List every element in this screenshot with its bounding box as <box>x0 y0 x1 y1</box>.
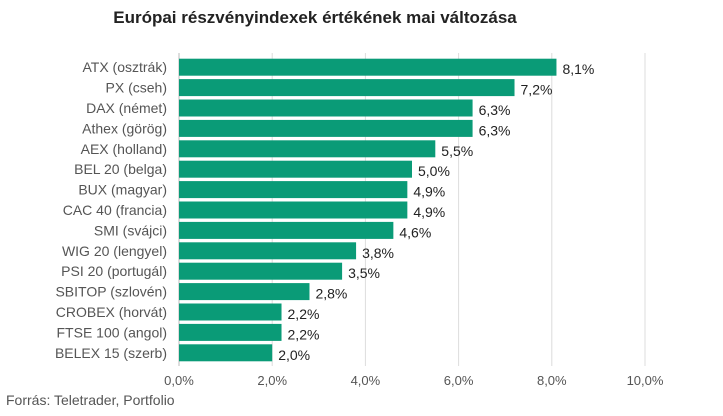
category-label: PSI 20 (portugál) <box>61 263 167 279</box>
category-label: DAX (német) <box>86 100 167 116</box>
bar <box>179 201 408 219</box>
category-label: BUX (magyar) <box>78 182 167 198</box>
category-label: WIG 20 (lengyel) <box>62 243 167 259</box>
value-label: 6,3% <box>479 102 511 118</box>
x-tick-label: 8,0% <box>537 373 567 388</box>
source-note: Forrás: Teletrader, Portfolio <box>6 392 175 408</box>
bar <box>179 99 473 117</box>
value-label: 4,6% <box>399 224 431 240</box>
category-label: Athex (görög) <box>82 120 167 136</box>
x-tick-label: 6,0% <box>444 373 474 388</box>
x-tick-label: 2,0% <box>257 373 287 388</box>
bar <box>179 140 436 158</box>
value-label: 2,8% <box>315 286 347 302</box>
bar-layer <box>179 58 557 362</box>
value-label: 2,2% <box>288 306 320 322</box>
x-tick-label: 0,0% <box>164 373 194 388</box>
value-label: 4,9% <box>413 204 445 220</box>
x-tick-label: 4,0% <box>351 373 381 388</box>
bar <box>179 303 282 321</box>
bar <box>179 79 515 97</box>
category-label: SMI (svájci) <box>94 222 167 238</box>
category-label: BEL 20 (belga) <box>74 161 167 177</box>
category-label: PX (cseh) <box>106 80 167 96</box>
bar <box>179 262 343 280</box>
value-label: 5,0% <box>418 163 450 179</box>
bar <box>179 160 412 178</box>
value-label: 3,8% <box>362 245 394 261</box>
value-label: 2,0% <box>278 347 310 363</box>
bar <box>179 242 357 260</box>
category-label: CAC 40 (francia) <box>63 202 167 218</box>
bar <box>179 344 273 362</box>
value-label: 7,2% <box>521 82 553 98</box>
category-label: AEX (holland) <box>81 141 167 157</box>
value-label: 2,2% <box>288 326 320 342</box>
value-label: 6,3% <box>479 122 511 138</box>
category-label: CROBEX (horvát) <box>56 304 167 320</box>
value-label: 3,5% <box>348 265 380 281</box>
value-label: 4,9% <box>413 184 445 200</box>
label-layer: ATX (osztrák) 8,1% PX (cseh) 7,2% DAX (német… <box>55 59 594 363</box>
tick-layer: 0,0% 2,0% 4,0% 6,0% 8,0% 10,0% <box>164 373 664 388</box>
x-tick-label: 10,0% <box>627 373 664 388</box>
bar <box>179 283 310 301</box>
category-label: FTSE 100 (angol) <box>57 324 168 340</box>
bar <box>179 119 473 137</box>
category-label: BELEX 15 (szerb) <box>55 345 167 361</box>
bar <box>179 221 394 239</box>
bar <box>179 181 408 199</box>
chart-title: Európai részvényindexek értékének mai vá… <box>113 8 517 27</box>
bar <box>179 323 282 341</box>
category-label: ATX (osztrák) <box>82 59 167 75</box>
value-label: 5,5% <box>441 143 473 159</box>
value-label: 8,1% <box>562 61 594 77</box>
category-label: SBITOP (szlovén) <box>55 284 167 300</box>
bar <box>179 58 557 76</box>
